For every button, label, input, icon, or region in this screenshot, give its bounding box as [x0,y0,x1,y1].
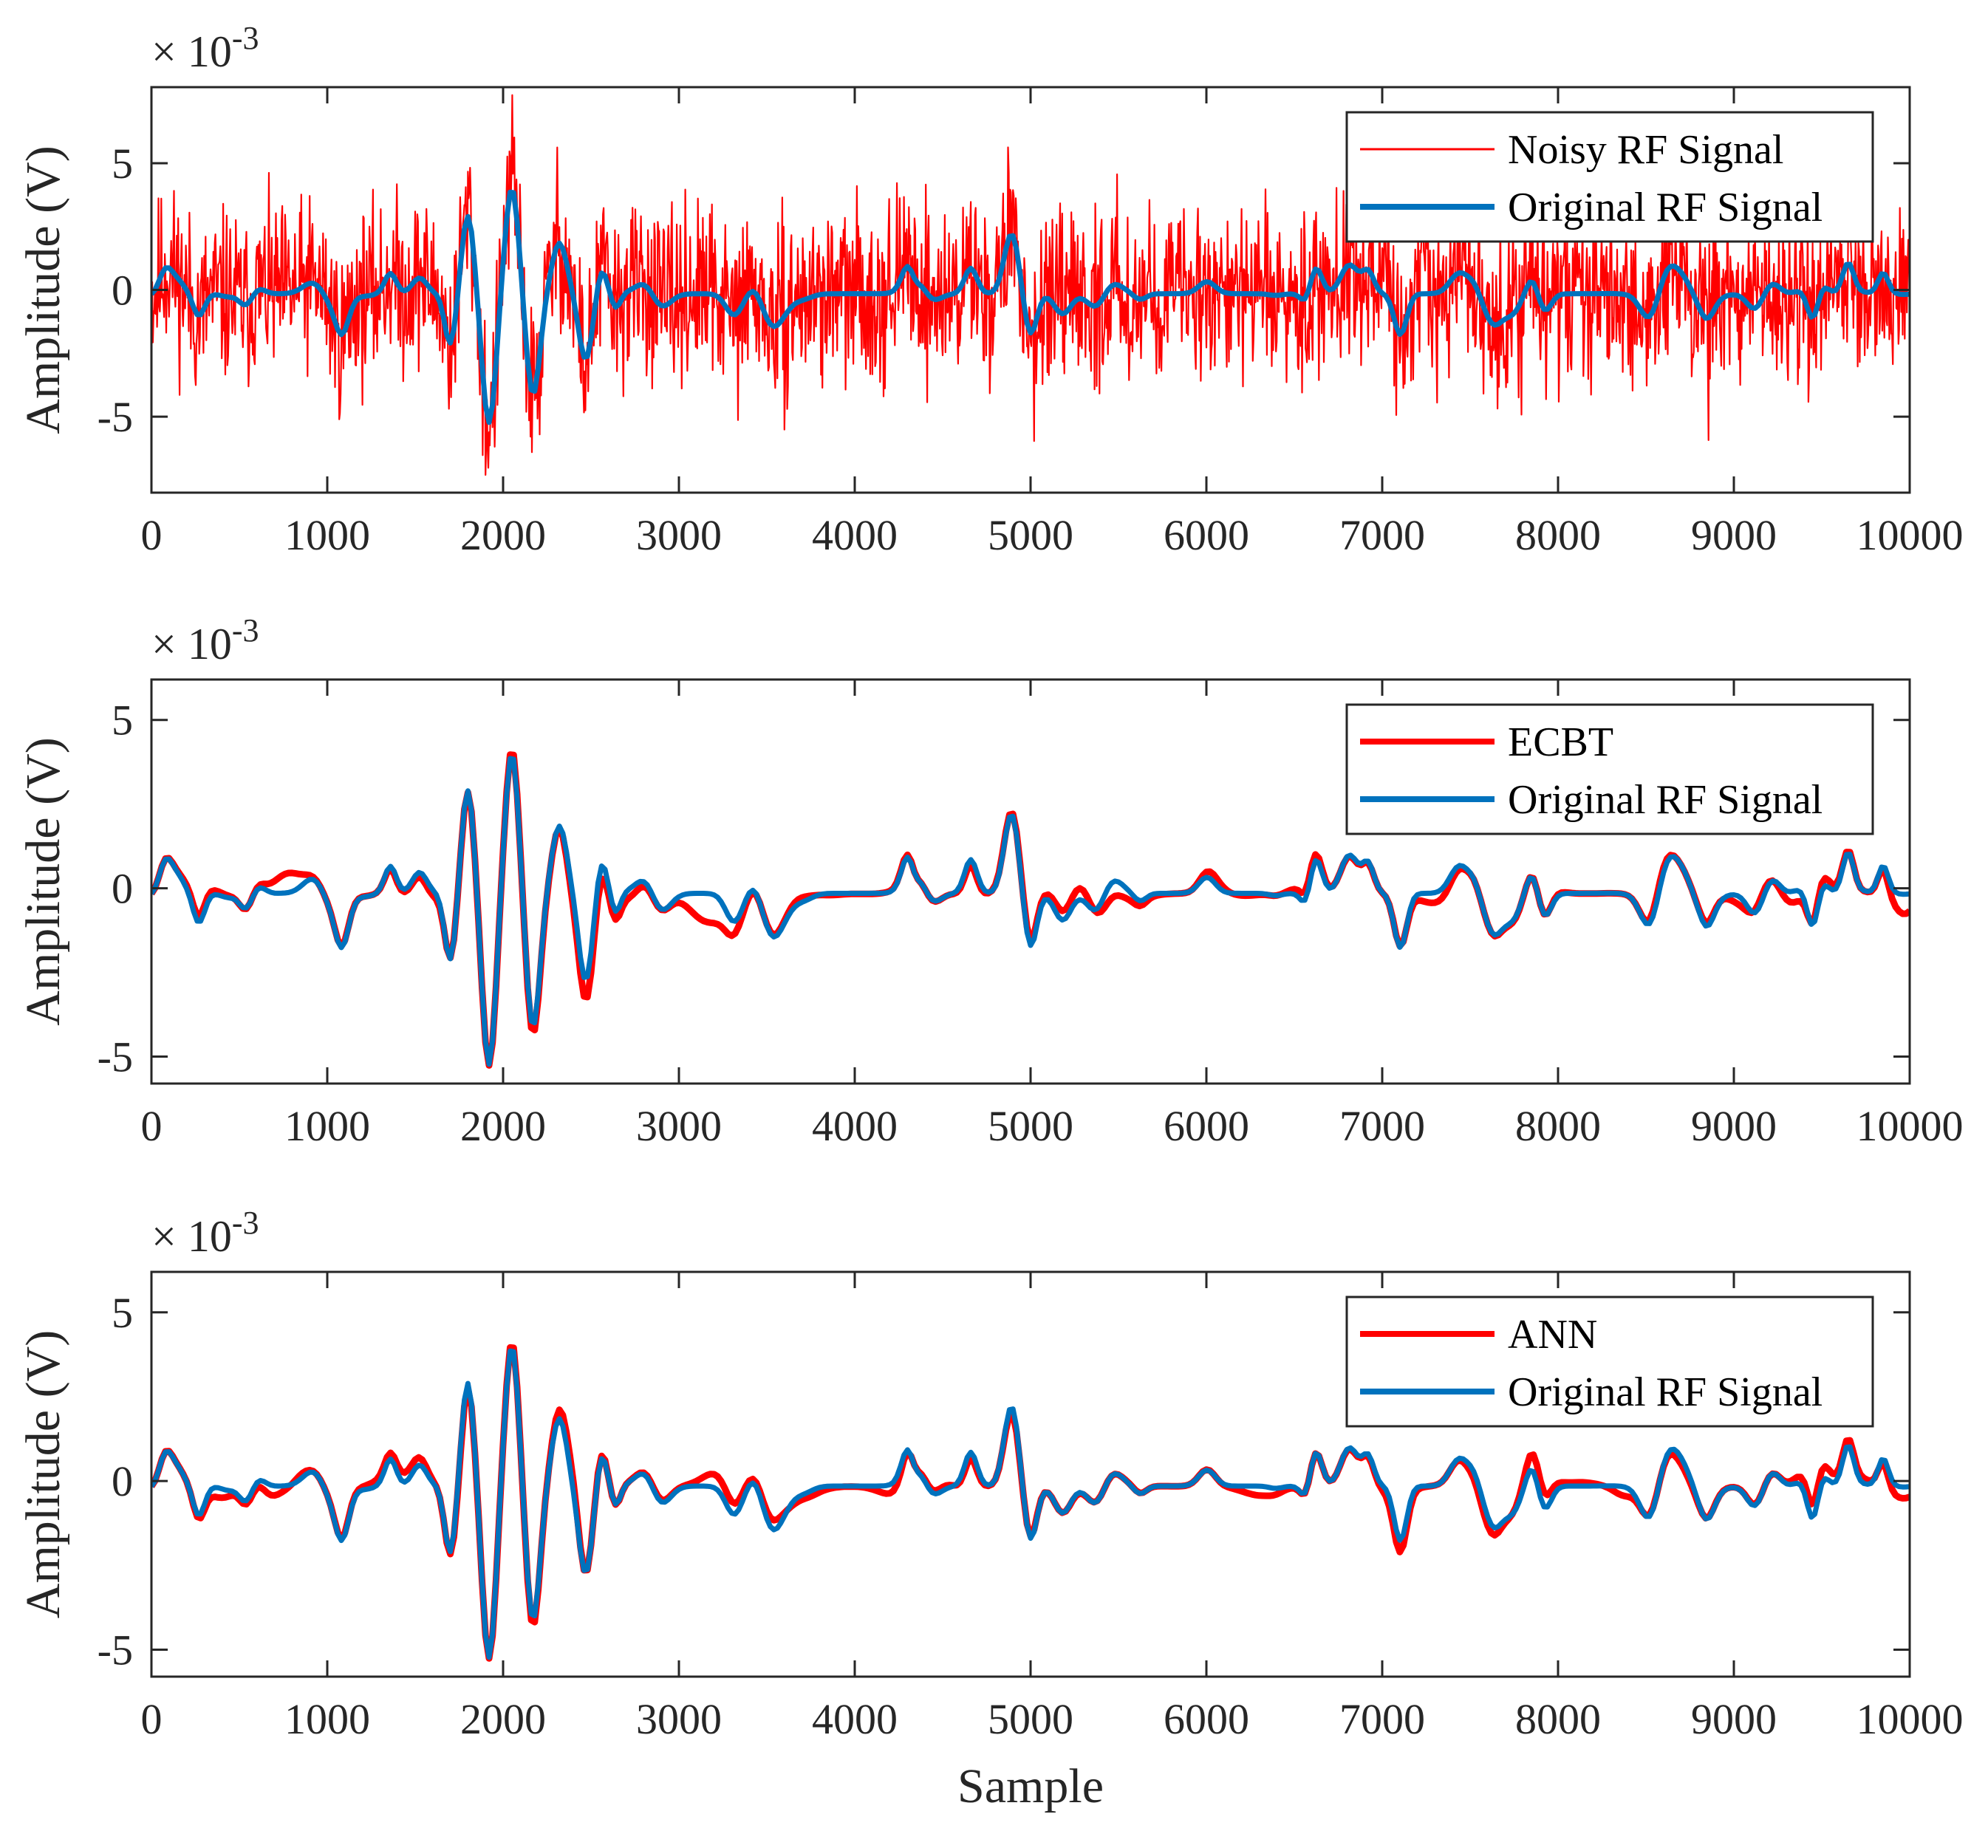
legend-box [1345,111,1874,243]
x-tick-label: 10000 [1857,1102,1964,1150]
legend-label: Original RF Signal [1508,777,1823,823]
x-tick-label: 9000 [1691,1102,1777,1150]
series-line-original-rf-signal [151,756,1910,1067]
y-tick-label: 0 [112,1457,133,1505]
x-tick-label: 0 [141,511,163,559]
x-tick-label: 5000 [988,511,1073,559]
y-tick-label: 5 [112,140,133,188]
y-exponent-power: -3 [232,20,259,56]
panel-2: 0 1000 2000 3000 4000 5000 6000 7000 8000 9000 100… [16,612,1964,1150]
y-exponent-power: -3 [232,612,259,648]
legend-label: ANN [1508,1312,1597,1358]
y-axis-label: Amplitude (V) [16,1330,70,1618]
legend-label: ECBT [1508,719,1613,765]
x-tick-label: 10000 [1857,511,1964,559]
x-tick-label: 8000 [1515,511,1601,559]
x-tick-label: 1000 [284,1695,370,1743]
legend-label: Noisy RF Signal [1508,127,1783,173]
x-tick-label: 9000 [1691,1695,1777,1743]
legend-box [1345,1296,1874,1428]
y-tick-label: 0 [112,267,133,315]
x-tick-label: 6000 [1164,1102,1249,1150]
x-tick-label: 4000 [812,1695,898,1743]
panel-1: 0 1000 2000 3000 4000 5000 6000 7000 8000 9000 100… [16,20,1964,559]
y-tick-label: -5 [98,393,133,441]
panel-3: 0 1000 2000 3000 4000 5000 6000 7000 8000 9000 100… [16,1205,1964,1813]
x-axis-label: Sample [957,1759,1104,1813]
y-tick-label: 5 [112,1289,133,1337]
y-tick-label: 0 [112,865,133,913]
x-tick-label: 6000 [1164,1695,1249,1743]
x-tick-label: 3000 [636,511,722,559]
x-tick-label: 5000 [988,1695,1073,1743]
y-axis-label: Amplitude (V) [16,146,70,434]
x-tick-label: 3000 [636,1102,722,1150]
x-tick-label: 2000 [460,1695,546,1743]
y-tick-label: -5 [98,1033,133,1081]
legend-box [1345,703,1874,835]
x-tick-label: 7000 [1339,1102,1425,1150]
x-tick-label: 8000 [1515,1695,1601,1743]
x-tick-label: 7000 [1339,511,1425,559]
x-tick-label: 4000 [812,511,898,559]
x-tick-label: 6000 [1164,511,1249,559]
x-tick-label: 0 [141,1695,163,1743]
legend-label: Original RF Signal [1508,185,1823,230]
series-line-original-rf-signal [151,189,1910,425]
x-tick-label: 8000 [1515,1102,1601,1150]
x-tick-label: 7000 [1339,1695,1425,1743]
y-tick-label: 5 [112,697,133,745]
y-tick-label: -5 [98,1626,133,1674]
x-tick-label: 3000 [636,1695,722,1743]
x-tick-label: 1000 [284,511,370,559]
legend-label: Original RF Signal [1508,1369,1823,1415]
x-tick-label: 4000 [812,1102,898,1150]
series-line-original-rf-signal [151,1348,1910,1660]
x-tick-label: 10000 [1857,1695,1964,1743]
y-axis-label: Amplitude (V) [16,737,70,1025]
y-exponent-power: -3 [232,1205,259,1241]
x-tick-label: 2000 [460,1102,546,1150]
x-tick-label: 2000 [460,511,546,559]
x-tick-label: 0 [141,1102,163,1150]
series-line-noisy-rf-signal [151,94,1910,476]
x-tick-label: 9000 [1691,511,1777,559]
x-tick-label: 1000 [284,1102,370,1150]
x-tick-label: 5000 [988,1102,1073,1150]
